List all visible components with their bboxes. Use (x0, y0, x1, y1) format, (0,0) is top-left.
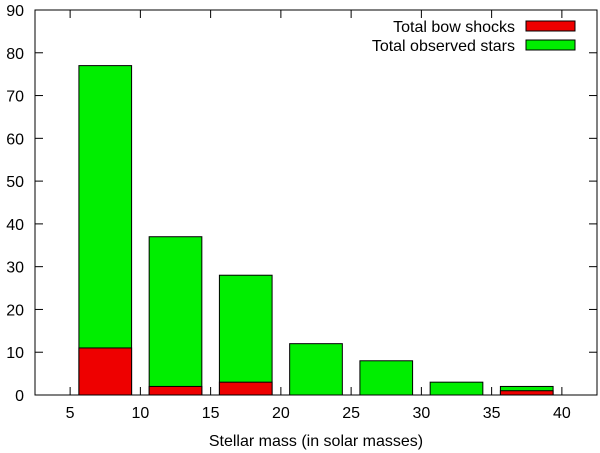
observed-stars-bar-2 (218, 274, 273, 396)
x-tick-label-6: 35 (483, 405, 501, 422)
legend: Total bow shocks Total observed stars (372, 19, 576, 55)
observed-stars-bar-0 (78, 65, 133, 396)
x-tick-label-2: 15 (202, 405, 220, 422)
y-tick-label-7: 70 (6, 89, 24, 106)
observed-stars-bar-1 (148, 236, 203, 396)
legend-swatch-0 (525, 20, 576, 32)
x-axis-label: Stellar mass (in solar masses) (209, 433, 423, 450)
axis-ticks (35, 9, 597, 396)
y-tick-label-2: 20 (6, 302, 24, 319)
observed-stars-bar-4 (359, 360, 414, 396)
y-tick-labels: 0 10 20 30 40 50 60 70 80 90 (6, 3, 24, 405)
observed-stars-bar-3 (289, 343, 343, 396)
bow-shocks-bar-0 (78, 347, 133, 396)
bow-shocks-bar-2 (218, 381, 273, 396)
bars-group (78, 65, 554, 396)
y-tick-label-1: 10 (6, 345, 24, 362)
plot-frame (34, 9, 598, 396)
legend-swatch-1 (525, 39, 576, 51)
y-tick-label-9: 90 (6, 3, 24, 20)
y-tick-label-8: 80 (6, 46, 24, 63)
bow-shocks-bar-1 (148, 385, 203, 396)
legend-label-1: Total observed stars (372, 38, 515, 55)
observed-stars-bar-5 (429, 381, 484, 396)
y-tick-label-0: 0 (15, 388, 24, 405)
legend-label-0: Total bow shocks (393, 19, 515, 36)
x-tick-label-7: 40 (553, 405, 571, 422)
x-tick-labels: 5 10 15 20 25 30 35 40 (66, 405, 571, 422)
y-tick-label-6: 60 (6, 131, 24, 148)
y-tick-label-3: 30 (6, 260, 24, 277)
y-tick-label-4: 40 (6, 217, 24, 234)
x-tick-label-3: 20 (272, 405, 290, 422)
y-tick-label-5: 50 (6, 174, 24, 191)
x-tick-label-1: 10 (131, 405, 149, 422)
x-tick-label-5: 30 (412, 405, 430, 422)
x-tick-label-0: 5 (66, 405, 75, 422)
bow-shocks-bar-6 (499, 390, 554, 396)
x-tick-label-4: 25 (342, 405, 360, 422)
